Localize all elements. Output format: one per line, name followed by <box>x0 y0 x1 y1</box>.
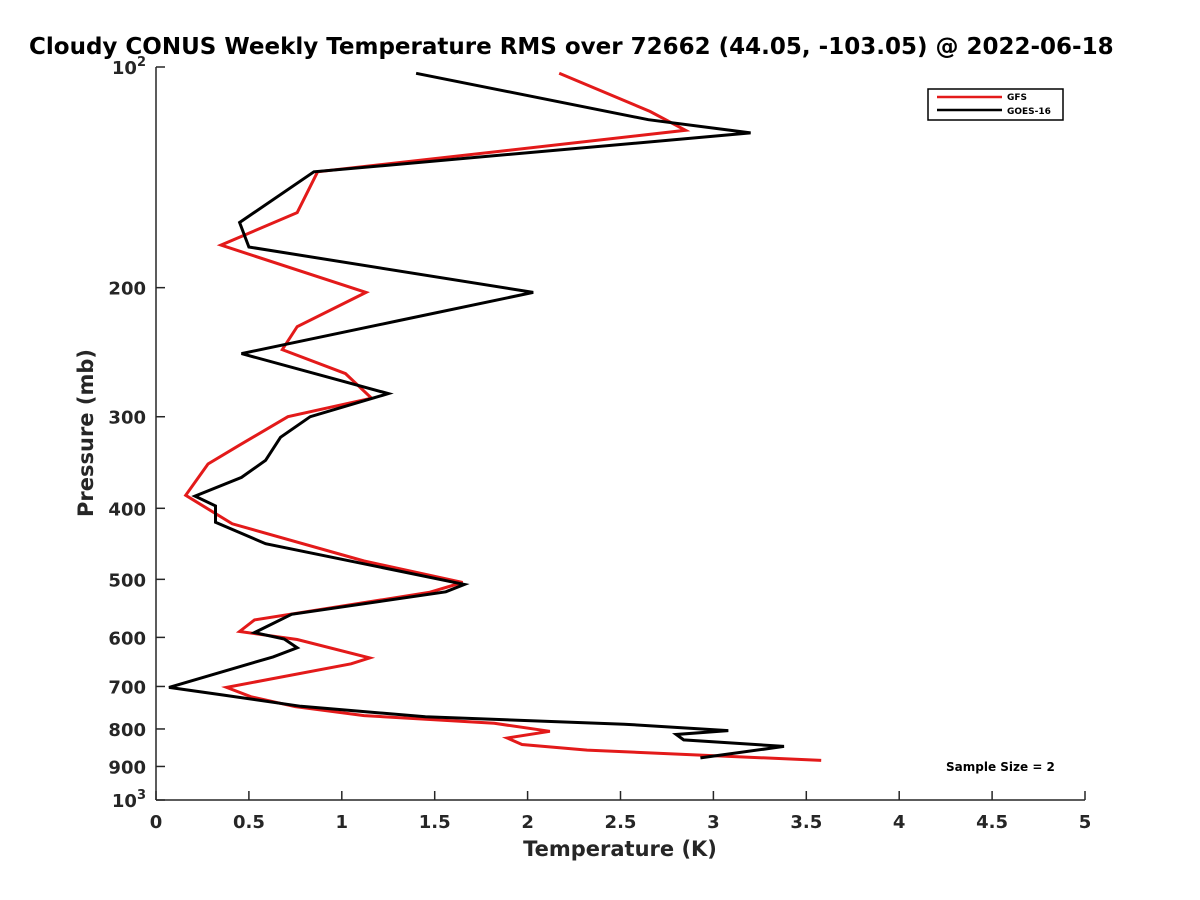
legend-box <box>927 88 1064 121</box>
y-tick-label: 103 <box>112 788 146 812</box>
x-ticks: 0 0.5 1 1.5 2 2.5 3 3.5 4 4.5 5 <box>150 791 1092 833</box>
x-tick-label: 1 <box>336 812 349 833</box>
x-axis-label: Temperature (K) <box>523 837 717 861</box>
y-tick-label: 600 <box>108 628 146 649</box>
x-tick-label: 2.5 <box>605 812 637 833</box>
x-tick-label: 3 <box>707 812 720 833</box>
y-tick-label: 900 <box>108 757 146 778</box>
x-tick-label: 2 <box>521 812 534 833</box>
x-tick-label: 0.5 <box>233 812 265 833</box>
chart-title: Cloudy CONUS Weekly Temperature RMS over… <box>29 34 1114 60</box>
x-tick-label: 0 <box>150 812 163 833</box>
series-lines <box>168 71 822 762</box>
x-tick-label: 5 <box>1079 812 1092 833</box>
y-tick-label: 102 <box>112 55 146 79</box>
x-tick-label: 4 <box>893 812 906 833</box>
x-tick-label: 1.5 <box>419 812 451 833</box>
y-tick-label: 200 <box>108 279 146 300</box>
y-tick-label: 300 <box>108 408 146 429</box>
y-tick-label: 800 <box>108 720 146 741</box>
x-tick-label: 3.5 <box>790 812 822 833</box>
x-tick-label: 4.5 <box>976 812 1008 833</box>
legend: GFS GOES-16 <box>927 88 1064 121</box>
y-ticks: 102 200 300 400 500 600 700 800 900 103 <box>108 55 165 812</box>
y-tick-label: 700 <box>108 677 146 698</box>
series-line-gfs <box>183 71 822 762</box>
legend-label-gfs: GFS <box>1007 93 1027 103</box>
sample-size-annotation: Sample Size = 2 <box>946 760 1055 774</box>
y-tick-label: 500 <box>108 570 146 591</box>
series-line-goes16 <box>168 71 785 760</box>
legend-label-goes16: GOES-16 <box>1007 107 1051 117</box>
y-tick-label: 400 <box>108 499 146 520</box>
y-axis-label: Pressure (mb) <box>74 349 98 517</box>
